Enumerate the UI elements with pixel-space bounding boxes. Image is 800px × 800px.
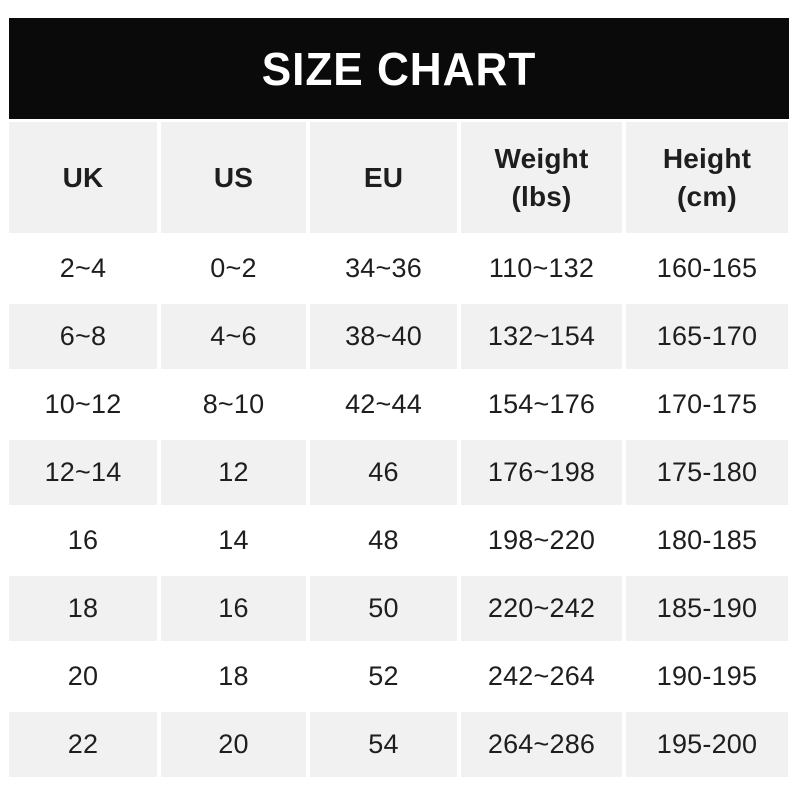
column-header-eu: EU bbox=[310, 122, 457, 233]
cell-uk-row-5: 16 bbox=[9, 508, 157, 573]
cell-eu-row-7: 52 bbox=[310, 644, 457, 709]
cell-eu-row-2: 38~40 bbox=[310, 304, 457, 369]
cell-eu-row-8: 54 bbox=[310, 712, 457, 777]
cell-height-cm-row-7: 190-195 bbox=[626, 644, 788, 709]
cell-weight-lbs-row-3: 154~176 bbox=[461, 372, 622, 437]
cell-eu-row-5: 48 bbox=[310, 508, 457, 573]
cell-eu-row-4: 46 bbox=[310, 440, 457, 505]
column-header-weight-lbs: Weight (lbs) bbox=[461, 122, 622, 233]
cell-us-row-8: 20 bbox=[161, 712, 306, 777]
cell-us-row-4: 12 bbox=[161, 440, 306, 505]
cell-weight-lbs-row-4: 176~198 bbox=[461, 440, 622, 505]
size-chart-banner: SIZE CHART bbox=[9, 18, 789, 119]
cell-height-cm-row-6: 185-190 bbox=[626, 576, 788, 641]
cell-us-row-6: 16 bbox=[161, 576, 306, 641]
cell-weight-lbs-row-7: 242~264 bbox=[461, 644, 622, 709]
cell-uk-row-2: 6~8 bbox=[9, 304, 157, 369]
column-header-us: US bbox=[161, 122, 306, 233]
cell-uk-row-1: 2~4 bbox=[9, 236, 157, 301]
cell-uk-row-3: 10~12 bbox=[9, 372, 157, 437]
cell-weight-lbs-row-6: 220~242 bbox=[461, 576, 622, 641]
cell-height-cm-row-8: 195-200 bbox=[626, 712, 788, 777]
cell-us-row-1: 0~2 bbox=[161, 236, 306, 301]
cell-weight-lbs-row-2: 132~154 bbox=[461, 304, 622, 369]
cell-weight-lbs-row-8: 264~286 bbox=[461, 712, 622, 777]
cell-eu-row-3: 42~44 bbox=[310, 372, 457, 437]
column-header-height-cm: Height (cm) bbox=[626, 122, 788, 233]
cell-us-row-2: 4~6 bbox=[161, 304, 306, 369]
cell-height-cm-row-2: 165-170 bbox=[626, 304, 788, 369]
cell-height-cm-row-1: 160-165 bbox=[626, 236, 788, 301]
cell-us-row-3: 8~10 bbox=[161, 372, 306, 437]
cell-uk-row-8: 22 bbox=[9, 712, 157, 777]
column-header-uk: UK bbox=[9, 122, 157, 233]
cell-height-cm-row-5: 180-185 bbox=[626, 508, 788, 573]
cell-eu-row-1: 34~36 bbox=[310, 236, 457, 301]
cell-uk-row-4: 12~14 bbox=[9, 440, 157, 505]
cell-weight-lbs-row-1: 110~132 bbox=[461, 236, 622, 301]
cell-uk-row-7: 20 bbox=[9, 644, 157, 709]
cell-us-row-5: 14 bbox=[161, 508, 306, 573]
page-title: SIZE CHART bbox=[261, 42, 537, 95]
cell-eu-row-6: 50 bbox=[310, 576, 457, 641]
cell-weight-lbs-row-5: 198~220 bbox=[461, 508, 622, 573]
cell-height-cm-row-3: 170-175 bbox=[626, 372, 788, 437]
size-table: UK US EU Weight (lbs) Height (cm) 2~4 0~2 34~36… bbox=[9, 122, 788, 777]
cell-uk-row-6: 18 bbox=[9, 576, 157, 641]
cell-us-row-7: 18 bbox=[161, 644, 306, 709]
cell-height-cm-row-4: 175-180 bbox=[626, 440, 788, 505]
